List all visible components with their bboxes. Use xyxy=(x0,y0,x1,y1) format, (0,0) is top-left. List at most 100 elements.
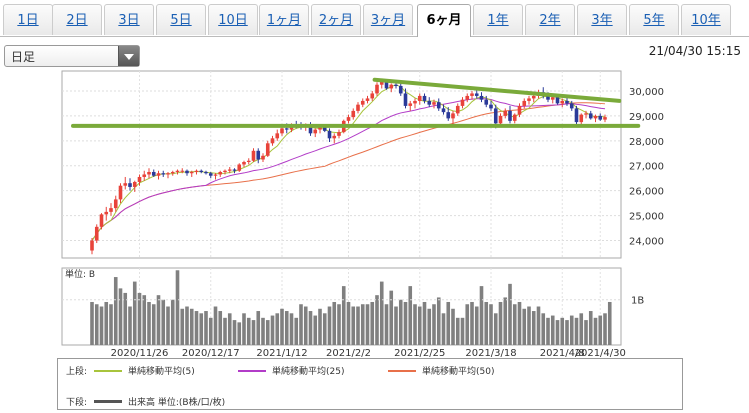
candle-body xyxy=(313,129,318,134)
volume-bar xyxy=(99,306,104,345)
volume-bar xyxy=(436,297,441,345)
tab-7[interactable]: 3ヶ月 xyxy=(363,4,413,35)
candle-body xyxy=(432,102,436,105)
volume-bar xyxy=(451,308,455,345)
candle-body xyxy=(356,104,360,111)
price-tick-label: 25,000 xyxy=(629,212,664,223)
trend-line xyxy=(372,77,622,103)
x-tick-label: 2020/12/17 xyxy=(182,348,240,358)
x-tick-label: 2021/2/2 xyxy=(326,348,371,358)
volume-bar xyxy=(522,308,527,345)
legend-volume-swatch xyxy=(94,400,122,403)
volume-bar xyxy=(560,317,565,345)
tab-5[interactable]: 1ヶ月 xyxy=(259,4,309,35)
tab-3[interactable]: 5日 xyxy=(156,4,206,35)
volume-bar xyxy=(251,320,256,345)
volume-bar xyxy=(413,304,417,345)
tab-1[interactable]: 2日 xyxy=(52,4,102,35)
stock-chart: 24,000 25,000 26,000 27,000 28,000 29,000 30,0… xyxy=(61,70,664,358)
tab-12[interactable]: 5年 xyxy=(629,4,679,35)
candle-body xyxy=(128,183,132,187)
tab-6[interactable]: 2ヶ月 xyxy=(311,4,361,35)
volume-bar xyxy=(261,317,265,345)
candle-body xyxy=(280,128,284,134)
candle-body xyxy=(123,183,128,186)
candle-body xyxy=(470,93,474,96)
chevron-down-icon[interactable] xyxy=(118,46,139,66)
timestamp: 21/04/30 15:15 xyxy=(648,44,741,58)
candle-body xyxy=(113,199,118,209)
legend-upper-label: 上段: xyxy=(66,367,88,377)
volume-bar xyxy=(223,317,227,345)
candle-body xyxy=(189,171,194,174)
x-tick-label: 2020/11/26 xyxy=(111,348,169,358)
candle-body xyxy=(555,97,560,104)
volume-bar xyxy=(432,304,436,345)
volume-bar xyxy=(365,304,370,345)
candle-body xyxy=(227,169,232,171)
tab-2[interactable]: 3日 xyxy=(104,4,154,35)
candle-body xyxy=(337,132,341,136)
volume-bar xyxy=(479,286,484,345)
tab-13[interactable]: 10年 xyxy=(681,4,731,35)
volume-bar xyxy=(512,304,517,345)
candle-body xyxy=(527,98,531,101)
price-tick-label: 29,000 xyxy=(629,112,664,123)
volume-bar xyxy=(555,320,560,345)
volume-bar xyxy=(455,317,460,345)
volume-bar xyxy=(607,301,612,345)
volume-bar xyxy=(351,306,356,345)
tab-4[interactable]: 10日 xyxy=(208,4,258,35)
volume-bar xyxy=(294,317,299,345)
volume-bar xyxy=(550,315,555,345)
volume-bar xyxy=(142,295,147,345)
candle-body xyxy=(351,110,356,118)
tab-8[interactable]: 6ヶ月 xyxy=(417,4,471,37)
candle-body xyxy=(261,155,265,160)
volume-bar xyxy=(341,286,346,345)
volume-bar xyxy=(603,313,607,345)
candle-body xyxy=(284,128,289,130)
candle-body xyxy=(436,102,441,109)
volume-bar xyxy=(232,320,237,345)
candle-body xyxy=(522,100,527,106)
price-panel xyxy=(61,70,622,259)
candle-body xyxy=(94,226,99,241)
volume-bar xyxy=(403,301,408,345)
volume-bar xyxy=(503,297,508,345)
candle-body xyxy=(427,100,432,105)
volume-bar xyxy=(398,299,403,345)
candle-body xyxy=(322,127,327,131)
legend-ma5: 単純移動平均(5) xyxy=(94,364,195,377)
tab-9[interactable]: 1年 xyxy=(473,4,523,35)
tab-label: 1ヶ月 xyxy=(266,13,302,28)
volume-bar xyxy=(242,313,246,345)
tab-11[interactable]: 3年 xyxy=(577,4,627,35)
volume-bar xyxy=(441,313,446,345)
candle-period-select[interactable]: 日足 xyxy=(4,45,140,67)
volume-bar xyxy=(289,313,294,345)
volume-bar xyxy=(170,299,175,345)
volume-bar xyxy=(565,320,569,345)
tab-0[interactable]: 1日 xyxy=(3,4,53,35)
candle-body xyxy=(546,95,550,100)
candle-body xyxy=(588,113,593,119)
volume-bar xyxy=(227,313,232,345)
candle-body xyxy=(503,110,508,116)
volume-bar xyxy=(237,322,242,345)
volume-bar xyxy=(517,301,522,345)
legend-swatch xyxy=(94,369,122,372)
candle-body xyxy=(370,93,375,99)
x-tick-label: 2021/2/25 xyxy=(394,348,445,358)
volume-bar xyxy=(265,320,270,345)
candle-body xyxy=(565,100,569,104)
tab-10[interactable]: 2年 xyxy=(525,4,575,35)
candle-body xyxy=(213,174,218,176)
tab-label: 2ヶ月 xyxy=(318,13,354,28)
volume-bar xyxy=(94,304,99,345)
candle-body xyxy=(223,170,227,172)
candle-body xyxy=(408,103,413,106)
volume-bar xyxy=(275,313,280,345)
volume-bar xyxy=(356,306,360,345)
volume-bar xyxy=(284,311,289,345)
